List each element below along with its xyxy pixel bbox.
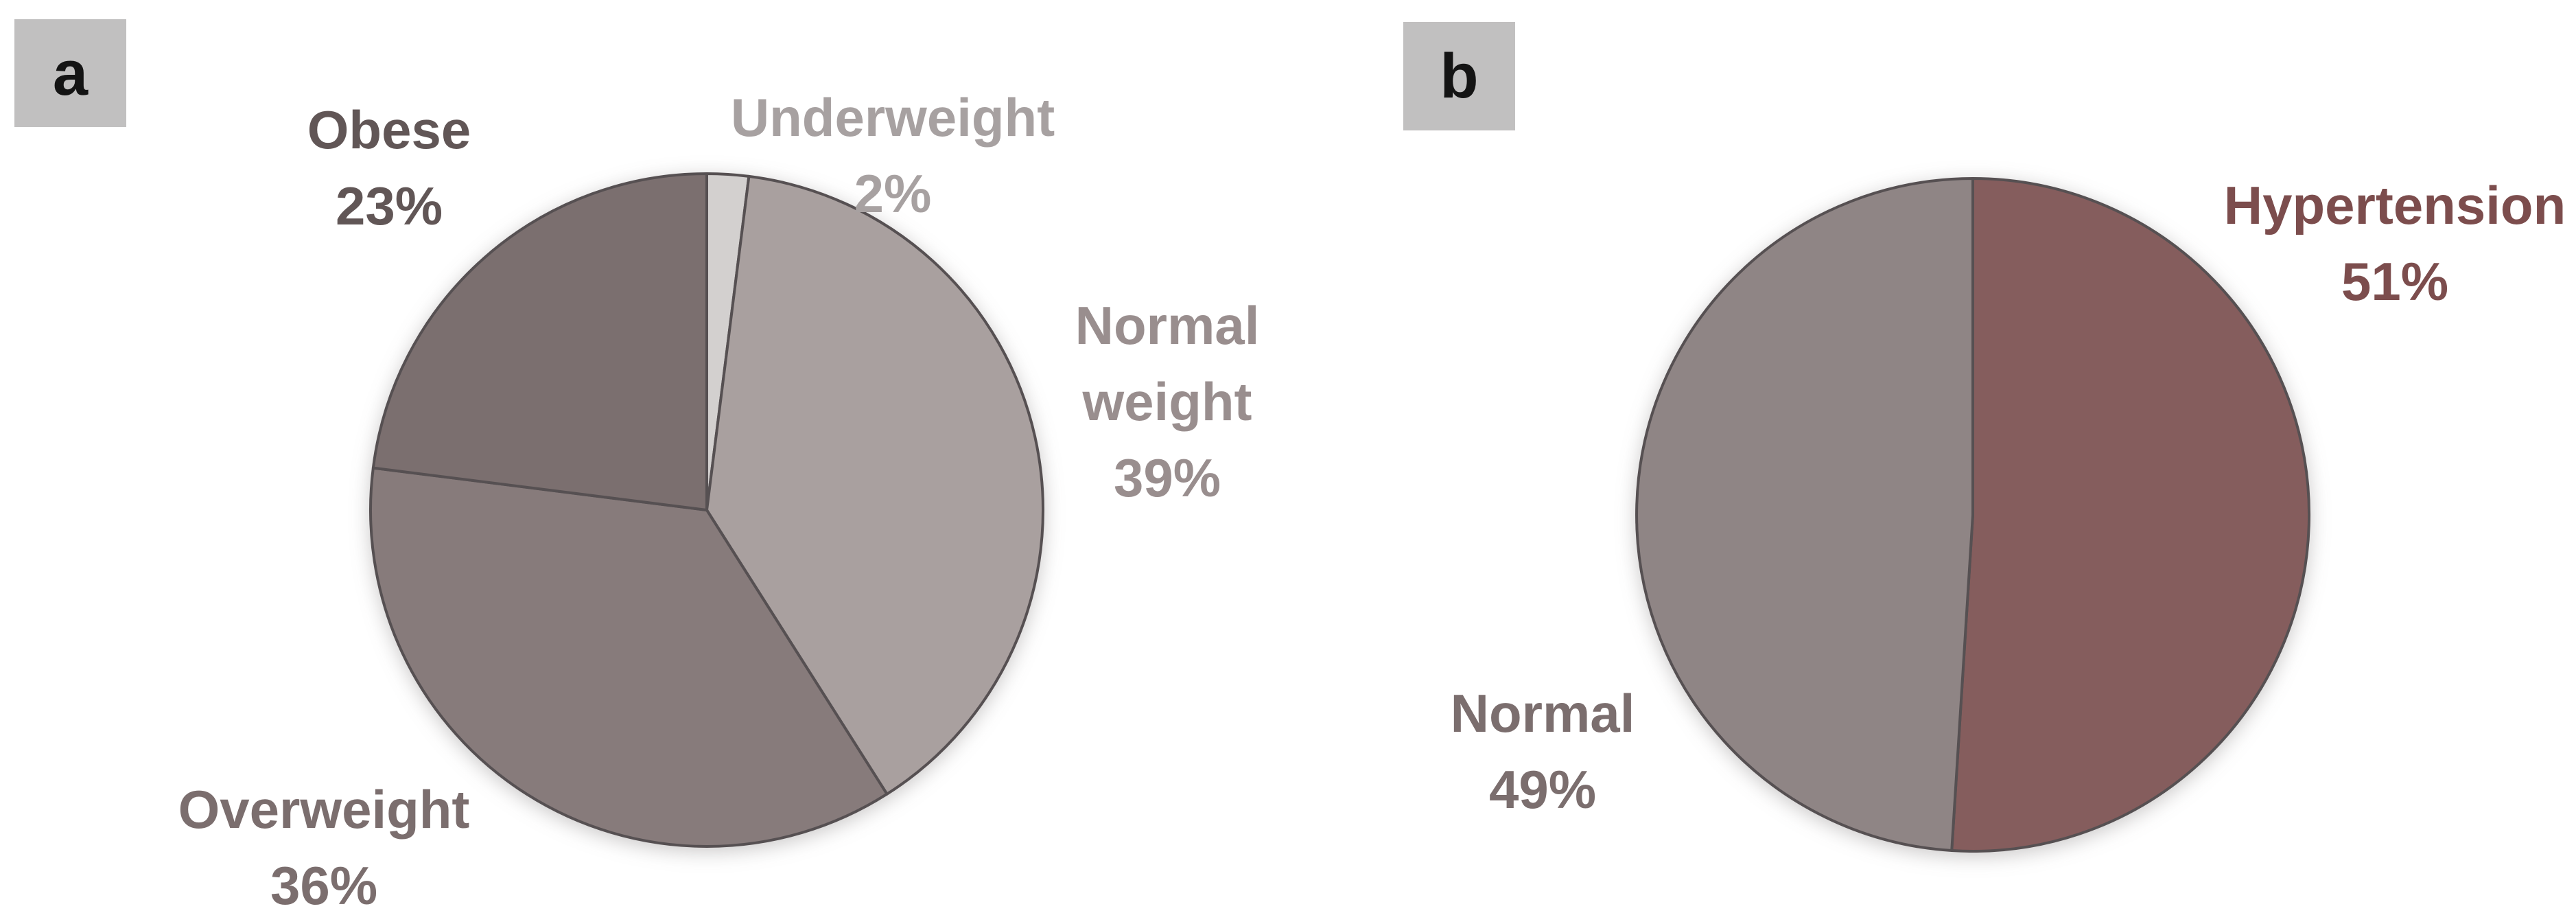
slice-label-text: Underweight bbox=[730, 87, 1055, 148]
slice-label-text: Hypertension bbox=[2223, 175, 2566, 235]
pie-slice-normal-weight bbox=[705, 174, 1045, 796]
slice-label-text: Obese bbox=[307, 100, 471, 160]
slice-label-overweight: Overweight 36% bbox=[118, 772, 530, 924]
slice-label-normal-weight: Normal weight 39% bbox=[1020, 288, 1315, 516]
slice-label-hypertension: Hypertension 51% bbox=[2189, 168, 2576, 320]
panel-label-a: a bbox=[14, 19, 126, 127]
slice-label-normal: Normal 49% bbox=[1405, 675, 1680, 828]
slice-label-text: Normal bbox=[1450, 683, 1635, 743]
slice-label-text: Overweight bbox=[178, 779, 470, 840]
pie-slice-normal bbox=[1635, 177, 1974, 853]
slice-label-obese: Obese 23% bbox=[183, 92, 595, 244]
pie-slice-overweight bbox=[369, 466, 889, 848]
slice-label-underweight: Underweight 2% bbox=[687, 80, 1099, 232]
pie-slice-obese bbox=[371, 172, 708, 511]
slice-label-pct: 36% bbox=[270, 855, 378, 916]
pie-chart-weight-status bbox=[369, 172, 1045, 848]
pie-slice-hypertension bbox=[1950, 177, 2311, 853]
slice-label-text: Normal weight bbox=[1075, 295, 1260, 432]
slice-label-pct: 2% bbox=[854, 163, 932, 224]
slice-label-pct: 51% bbox=[2341, 251, 2449, 312]
slice-label-pct: 49% bbox=[1488, 759, 1597, 820]
panel-label-b: b bbox=[1403, 22, 1515, 130]
pie-chart-hypertension bbox=[1635, 177, 2311, 853]
slice-label-pct: 39% bbox=[1113, 448, 1221, 508]
slice-label-pct: 23% bbox=[335, 176, 443, 236]
